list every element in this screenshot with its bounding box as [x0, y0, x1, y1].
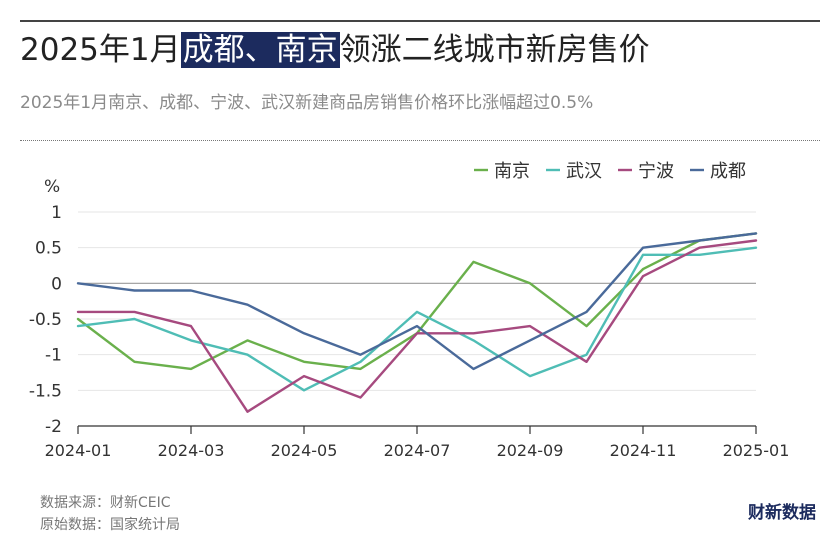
- series-line-成都: [76, 232, 758, 371]
- x-tick-label: 2025-01: [723, 441, 790, 460]
- legend-label: 武汉: [566, 161, 602, 182]
- x-tick-label: 2024-01: [45, 441, 112, 460]
- y-tick-label: -0.5: [29, 310, 62, 330]
- y-tick-label: -1.5: [29, 381, 62, 401]
- title-suffix: 领涨二线城市新房售价: [339, 32, 650, 68]
- legend-label: 宁波: [638, 161, 674, 182]
- x-tick-label: 2024-05: [271, 441, 338, 460]
- top-rule: [20, 20, 820, 22]
- y-tick-label: 1: [51, 203, 62, 223]
- legend-label: 成都: [710, 161, 746, 182]
- x-tick-label: 2024-07: [384, 441, 451, 460]
- series-line-宁波: [76, 239, 758, 413]
- x-tick-label: 2024-11: [610, 441, 677, 460]
- chart-title: 2025年1月成都、南京领涨二线城市新房售价: [20, 30, 650, 70]
- data-origin: 原始数据：国家统计局: [40, 517, 180, 533]
- y-axis-unit: %: [44, 177, 60, 197]
- y-tick-label: -1: [45, 346, 62, 366]
- series-line-武汉: [76, 246, 758, 392]
- dotted-divider: [20, 140, 820, 141]
- data-source: 数据来源：财新CEIC: [40, 495, 171, 511]
- legend-label: 南京: [494, 161, 530, 182]
- y-tick-label: 0.5: [35, 239, 62, 259]
- chart-subtitle: 2025年1月南京、成都、宁波、武汉新建商品房销售价格环比涨幅超过0.5%: [20, 93, 594, 113]
- title-highlight: 成都、南京: [180, 32, 340, 68]
- y-tick-label: 0: [51, 274, 62, 294]
- x-tick-label: 2024-09: [497, 441, 564, 460]
- caixin-data-logo: 财新数据: [748, 503, 816, 523]
- y-tick-label: -2: [45, 417, 62, 437]
- x-tick-label: 2024-03: [158, 441, 225, 460]
- title-prefix: 2025年1月: [20, 32, 181, 68]
